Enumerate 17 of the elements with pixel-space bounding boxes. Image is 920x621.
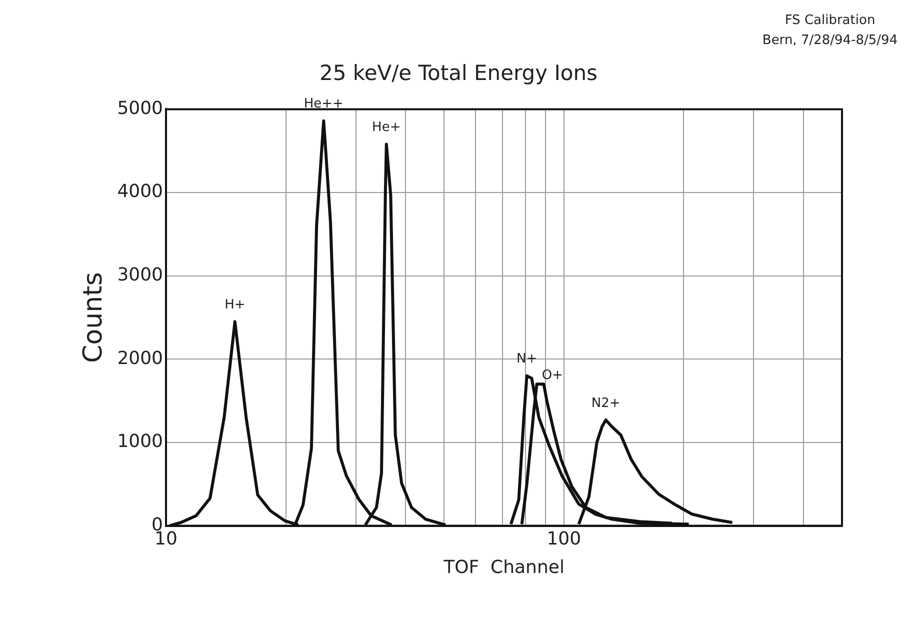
series-label: H+ <box>224 298 246 313</box>
y-tick-label: 4000 <box>117 181 164 202</box>
series-label: He++ <box>304 96 344 112</box>
text: Bern, 7/28/94-8/5/94 <box>762 33 898 48</box>
text: FS Calibration <box>784 13 876 28</box>
x-tick-label: 100 <box>546 528 582 550</box>
y-tick-label: 1000 <box>117 431 164 452</box>
y-tick-label: 3000 <box>117 264 164 286</box>
y-tick-label: 2000 <box>117 348 164 369</box>
chart-title: 25 keV/e Total Energy Ions <box>320 61 598 86</box>
series-label: N+ <box>516 352 538 367</box>
x-axis-title: TOF Channel <box>442 556 564 578</box>
y-tick-label: 5000 <box>117 98 164 119</box>
series-label: N2+ <box>591 396 620 411</box>
series-label: He+ <box>372 120 401 136</box>
series-label: O+ <box>542 368 563 384</box>
y-axis-title: Counts <box>78 272 108 363</box>
